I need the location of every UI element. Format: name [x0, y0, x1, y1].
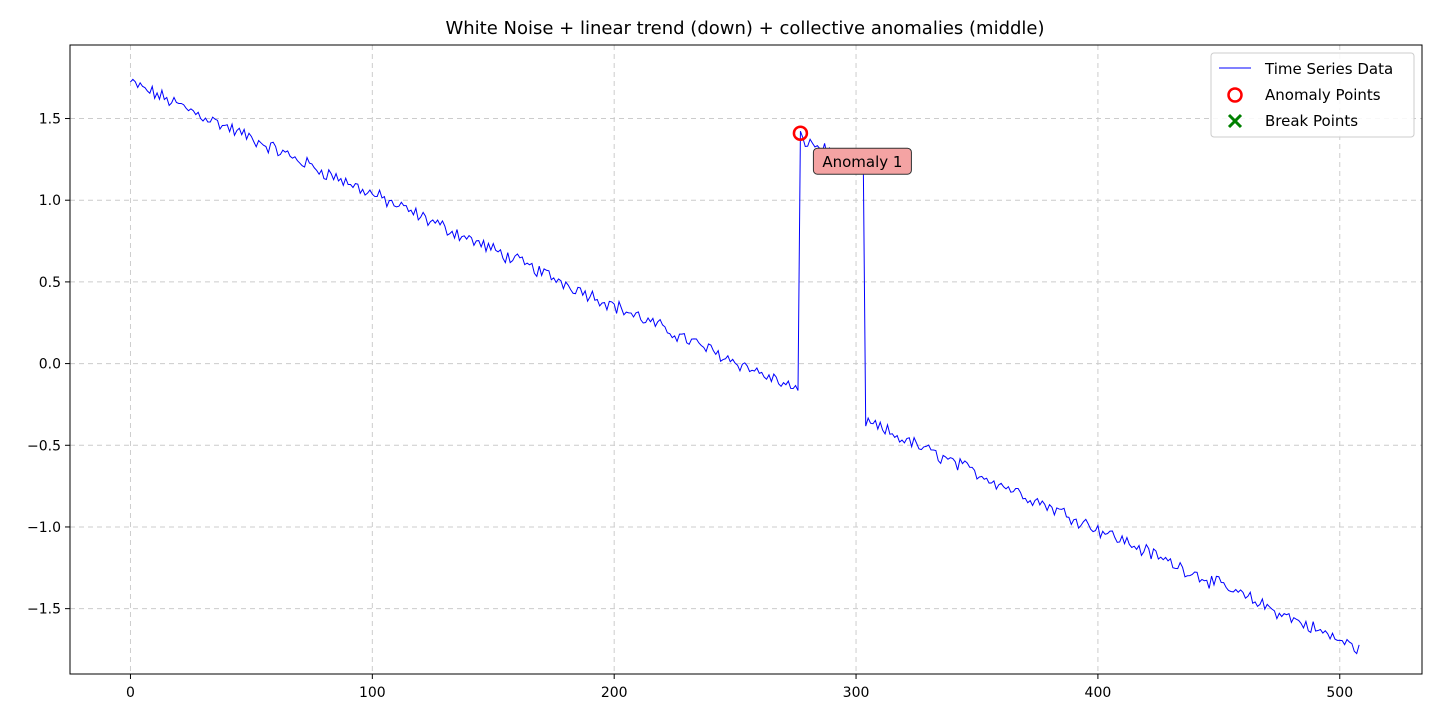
legend: Time Series Data Anomaly Points Break Poin…	[1210, 52, 1415, 138]
y-tick-label: −1.5	[27, 602, 61, 618]
x-tick-label: 100	[359, 685, 386, 701]
y-tick-label: 0.5	[39, 275, 61, 291]
chart-title: White Noise + linear trend (down) + coll…	[445, 18, 1044, 39]
legend-break-marker	[1227, 113, 1243, 129]
legend-label-series: Time Series Data	[1264, 60, 1393, 78]
tick-layer: 0 100 200 300 400 500 −1.5 −1.0 −0.5 0.0 0.5 1.0 1.5	[27, 112, 1353, 701]
grid-layer	[70, 45, 1422, 674]
y-tick-label: 1.0	[39, 193, 61, 209]
x-tick-label: 0	[126, 685, 135, 701]
x-tick-label: 400	[1085, 685, 1112, 701]
legend-frame	[1210, 52, 1415, 138]
series-line-time-series-data	[130, 78, 1360, 655]
plot-frame	[69, 44, 1423, 675]
anomaly-layer: Anomaly 1	[792, 125, 912, 175]
y-tick-label: −1.0	[27, 520, 61, 536]
legend-label-anomaly: Anomaly Points	[1265, 86, 1381, 104]
y-tick-label: 1.5	[39, 112, 61, 128]
x-tick-label: 200	[601, 685, 628, 701]
annotation-label: Anomaly 1	[822, 153, 902, 171]
legend-label-break: Break Points	[1265, 112, 1358, 130]
x-tick-label: 500	[1326, 685, 1353, 701]
y-tick-label: 0.0	[39, 357, 61, 373]
annotation-box	[812, 147, 912, 175]
x-tick-label: 300	[843, 685, 870, 701]
series-layer	[130, 78, 1360, 655]
anomaly-point-marker	[792, 125, 809, 141]
legend-anomaly-marker	[1227, 87, 1243, 103]
y-tick-label: −0.5	[27, 438, 61, 454]
